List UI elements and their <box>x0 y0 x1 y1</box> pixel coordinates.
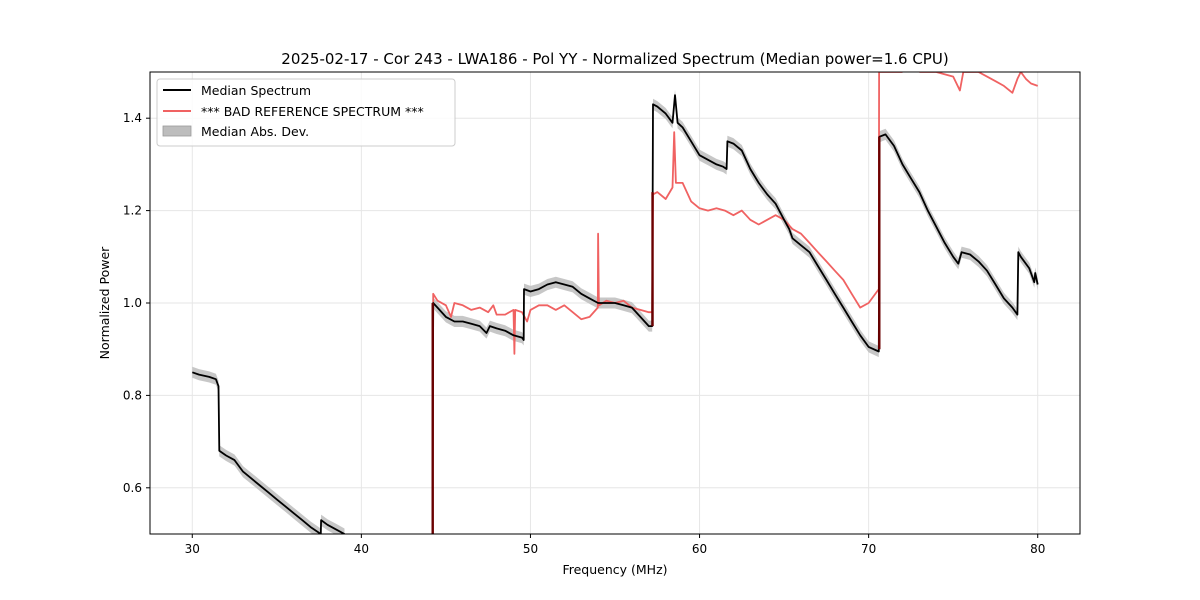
x-tick-label: 40 <box>354 542 369 556</box>
y-tick-label: 1.0 <box>123 296 142 310</box>
legend-mad-swatch <box>162 125 192 137</box>
y-axis: 0.6 0.8 1.0 1.2 1.4 <box>123 111 150 495</box>
legend-median-label: Median Spectrum <box>201 83 311 98</box>
legend-mad-label: Median Abs. Dev. <box>201 124 309 139</box>
x-tick-label: 70 <box>861 542 876 556</box>
legend-reference-label: *** BAD REFERENCE SPECTRUM *** <box>201 104 424 119</box>
y-axis-label: Normalized Power <box>97 246 112 360</box>
mad-band <box>192 366 345 534</box>
median-spectrum-line <box>431 94 1039 534</box>
x-axis: 30 40 50 60 70 80 <box>185 534 1045 556</box>
x-tick-label: 30 <box>185 542 200 556</box>
x-tick-label: 50 <box>523 542 538 556</box>
reference-spectrum-line <box>431 72 903 534</box>
grid <box>150 72 1080 534</box>
legend: Median Spectrum *** BAD REFERENCE SPECTR… <box>156 78 456 147</box>
median-spectrum-line <box>192 371 345 534</box>
x-axis-label: Frequency (MHz) <box>562 562 667 577</box>
x-tick-label: 80 <box>1030 542 1045 556</box>
y-tick-label: 1.4 <box>123 111 142 125</box>
chart-title: 2025-02-17 - Cor 243 - LWA186 - Pol YY -… <box>281 50 948 68</box>
plot-area <box>192 72 1039 534</box>
y-tick-label: 1.2 <box>123 204 142 218</box>
y-tick-label: 0.8 <box>123 388 142 402</box>
y-tick-label: 0.6 <box>123 481 142 495</box>
x-tick-label: 60 <box>692 542 707 556</box>
legend-box <box>156 78 456 147</box>
reference-spectrum-line <box>919 72 1039 94</box>
